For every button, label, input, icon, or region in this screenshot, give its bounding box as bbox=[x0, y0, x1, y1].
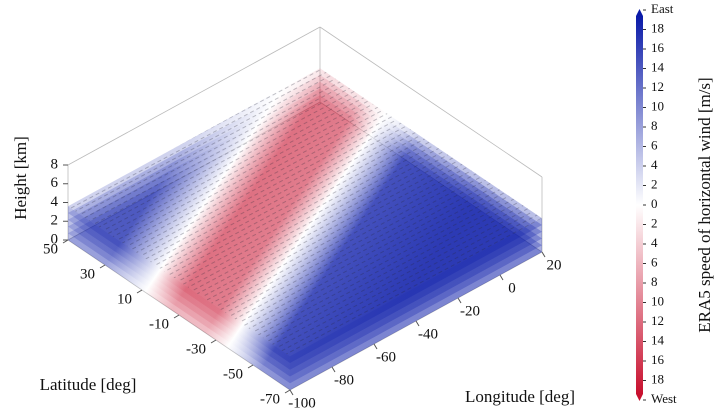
z-tick-label: 6 bbox=[51, 175, 59, 191]
x-tick-label: 20 bbox=[547, 257, 562, 273]
x-tick-label: 0 bbox=[508, 280, 516, 296]
colorbar-tick-label: 12 bbox=[651, 79, 664, 94]
y-tick-label: 50 bbox=[43, 241, 58, 257]
x-tick bbox=[457, 297, 462, 304]
colorbar-tick-label: 18 bbox=[651, 371, 664, 386]
colorbar-tick-label: West bbox=[651, 391, 677, 406]
x-tick-label: -20 bbox=[460, 303, 480, 319]
colorbar-label: ERA5 speed of horizontal wind [m/s] bbox=[695, 77, 714, 332]
colorbar-tick-label: East bbox=[651, 1, 674, 16]
colorbar-tick-label: 6 bbox=[651, 137, 658, 152]
y-axis-label: Latitude [deg] bbox=[40, 375, 137, 394]
y-tick-label: -30 bbox=[186, 341, 206, 357]
x-tick-label: -60 bbox=[376, 349, 396, 365]
colorbar-arrow bbox=[636, 394, 643, 401]
colorbar-arrow bbox=[636, 9, 643, 16]
colorbar-tick-label: 8 bbox=[651, 118, 658, 133]
colorbar-tick-label: 4 bbox=[651, 157, 658, 172]
colorbar-tick-label: 14 bbox=[651, 59, 665, 74]
colorbar-tick-label: 14 bbox=[651, 332, 665, 347]
y-tick bbox=[247, 364, 254, 369]
x-axis-label: Longitude [deg] bbox=[465, 387, 575, 406]
axis-edge bbox=[67, 26, 321, 166]
y-tick bbox=[99, 264, 106, 269]
colorbar-tick-label: 12 bbox=[651, 313, 664, 328]
x-tick bbox=[415, 320, 420, 327]
colorbar-tick-label: 2 bbox=[651, 176, 658, 191]
y-tick bbox=[210, 339, 217, 344]
colorbar-tick-label: 18 bbox=[651, 20, 664, 35]
x-tick bbox=[499, 274, 504, 281]
colorbar-tick-label: 8 bbox=[651, 274, 658, 289]
y-tick-label: -50 bbox=[223, 366, 243, 382]
x-tick bbox=[331, 366, 336, 373]
colorbar-tick-label: 4 bbox=[651, 235, 658, 250]
z-tick-label: 8 bbox=[51, 156, 59, 172]
wind-field-texture bbox=[68, 68, 542, 357]
z-axis-label: Height [km] bbox=[11, 136, 30, 220]
y-tick-label: 30 bbox=[80, 266, 95, 282]
colorbar-tick-label: 0 bbox=[651, 196, 658, 211]
y-tick bbox=[284, 389, 291, 394]
y-tick bbox=[173, 314, 180, 319]
x-tick-label: -40 bbox=[418, 326, 438, 342]
x-tick bbox=[289, 389, 294, 396]
wind-field-side bbox=[68, 206, 290, 390]
wind-field-front bbox=[290, 218, 542, 390]
colorbar-tick-label: 16 bbox=[651, 352, 665, 367]
colorbar-tick-label: 6 bbox=[651, 254, 658, 269]
axis-edge bbox=[319, 26, 543, 178]
y-tick-label: 10 bbox=[117, 291, 132, 307]
z-tick-label: 0 bbox=[51, 231, 59, 247]
y-tick bbox=[136, 289, 143, 294]
x-tick-label: -100 bbox=[288, 395, 316, 411]
y-tick-label: -70 bbox=[260, 391, 280, 407]
x-tick-label: -80 bbox=[334, 372, 354, 388]
colorbar-tick-label: 10 bbox=[651, 293, 664, 308]
z-tick-label: 4 bbox=[51, 194, 59, 210]
x-tick bbox=[373, 343, 378, 350]
colorbar-tick-label: 10 bbox=[651, 98, 664, 113]
z-tick-label: 2 bbox=[51, 213, 59, 229]
y-tick-label: -10 bbox=[149, 316, 169, 332]
colorbar-tick-label: 16 bbox=[651, 40, 665, 55]
colorbar-tick-label: 2 bbox=[651, 215, 658, 230]
colorbar bbox=[636, 16, 643, 394]
x-tick bbox=[541, 251, 546, 258]
